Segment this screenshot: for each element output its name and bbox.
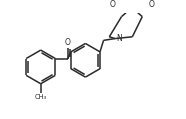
Text: N: N [116,34,122,43]
Text: O: O [65,38,71,47]
Text: O: O [149,0,155,9]
Text: O: O [109,0,115,9]
Text: CH₃: CH₃ [35,94,47,100]
